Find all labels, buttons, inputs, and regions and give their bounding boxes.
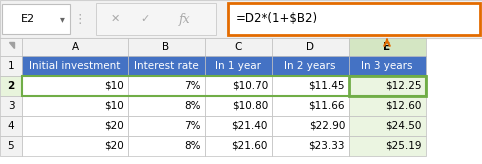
Bar: [128, 116, 205, 136]
Bar: [22, 96, 128, 116]
Bar: [272, 136, 349, 156]
Bar: [205, 38, 272, 56]
Bar: [22, 136, 128, 156]
Text: $12.60: $12.60: [386, 101, 422, 111]
Text: $22.90: $22.90: [308, 121, 345, 131]
Bar: [22, 76, 128, 96]
Bar: [0, 76, 22, 96]
Bar: [0, 96, 22, 116]
Text: 3: 3: [8, 101, 14, 111]
Text: $20: $20: [104, 141, 124, 151]
Text: fx: fx: [179, 12, 191, 25]
Text: 5: 5: [8, 141, 14, 151]
Text: $10.70: $10.70: [232, 81, 268, 91]
Bar: [205, 96, 272, 116]
Bar: [349, 96, 426, 116]
Text: $24.50: $24.50: [386, 121, 422, 131]
Bar: [0, 56, 22, 76]
Text: =D2*(1+$B2): =D2*(1+$B2): [236, 12, 318, 25]
Bar: [22, 116, 128, 136]
Text: $23.33: $23.33: [308, 141, 345, 151]
Text: 8%: 8%: [185, 141, 201, 151]
Text: ▾: ▾: [60, 14, 65, 24]
Bar: [349, 116, 426, 136]
Bar: [128, 136, 205, 156]
Text: $12.25: $12.25: [386, 81, 422, 91]
Text: In 2 years: In 2 years: [284, 61, 336, 71]
Text: B: B: [162, 42, 170, 52]
Text: D: D: [306, 42, 314, 52]
Text: $10: $10: [104, 81, 124, 91]
Text: C: C: [234, 42, 241, 52]
Bar: [2, 4, 70, 34]
Bar: [0, 38, 22, 56]
Text: $20: $20: [104, 121, 124, 131]
Bar: [205, 76, 272, 96]
Bar: [272, 38, 349, 56]
Text: A: A: [71, 42, 79, 52]
Text: $21.60: $21.60: [232, 141, 268, 151]
Text: In 1 year: In 1 year: [215, 61, 261, 71]
Text: 4: 4: [8, 121, 14, 131]
Text: ✕: ✕: [110, 14, 120, 24]
Bar: [205, 136, 272, 156]
Bar: [272, 96, 349, 116]
Text: $10: $10: [104, 101, 124, 111]
Text: ✓: ✓: [140, 14, 150, 24]
Bar: [205, 116, 272, 136]
Text: 7%: 7%: [185, 81, 201, 91]
Text: 1: 1: [8, 61, 14, 71]
Bar: [128, 96, 205, 116]
Bar: [205, 56, 272, 76]
Bar: [128, 76, 205, 96]
Bar: [272, 116, 349, 136]
Bar: [349, 76, 426, 96]
Bar: [22, 56, 128, 76]
Bar: [349, 38, 426, 56]
Bar: [0, 0, 482, 38]
Bar: [0, 136, 22, 156]
Bar: [349, 56, 426, 76]
Polygon shape: [9, 42, 14, 48]
Bar: [272, 56, 349, 76]
Text: $11.66: $11.66: [308, 101, 345, 111]
Bar: [272, 76, 349, 96]
Text: 2: 2: [7, 81, 14, 91]
Text: Interest rate: Interest rate: [134, 61, 199, 71]
Text: $25.19: $25.19: [386, 141, 422, 151]
Text: ⋮: ⋮: [74, 12, 86, 25]
Bar: [228, 3, 480, 35]
Bar: [349, 76, 426, 96]
Text: E: E: [384, 42, 390, 52]
Bar: [22, 38, 128, 56]
Bar: [349, 136, 426, 156]
Bar: [96, 3, 216, 35]
Bar: [128, 56, 205, 76]
Bar: [22, 76, 426, 96]
Text: 7%: 7%: [185, 121, 201, 131]
Text: E2: E2: [21, 14, 35, 24]
Bar: [0, 116, 22, 136]
Bar: [128, 38, 205, 56]
Text: 8%: 8%: [185, 101, 201, 111]
Text: $11.45: $11.45: [308, 81, 345, 91]
Text: In 3 years: In 3 years: [361, 61, 413, 71]
Text: $21.40: $21.40: [232, 121, 268, 131]
Text: Initial investment: Initial investment: [29, 61, 120, 71]
Text: $10.80: $10.80: [232, 101, 268, 111]
